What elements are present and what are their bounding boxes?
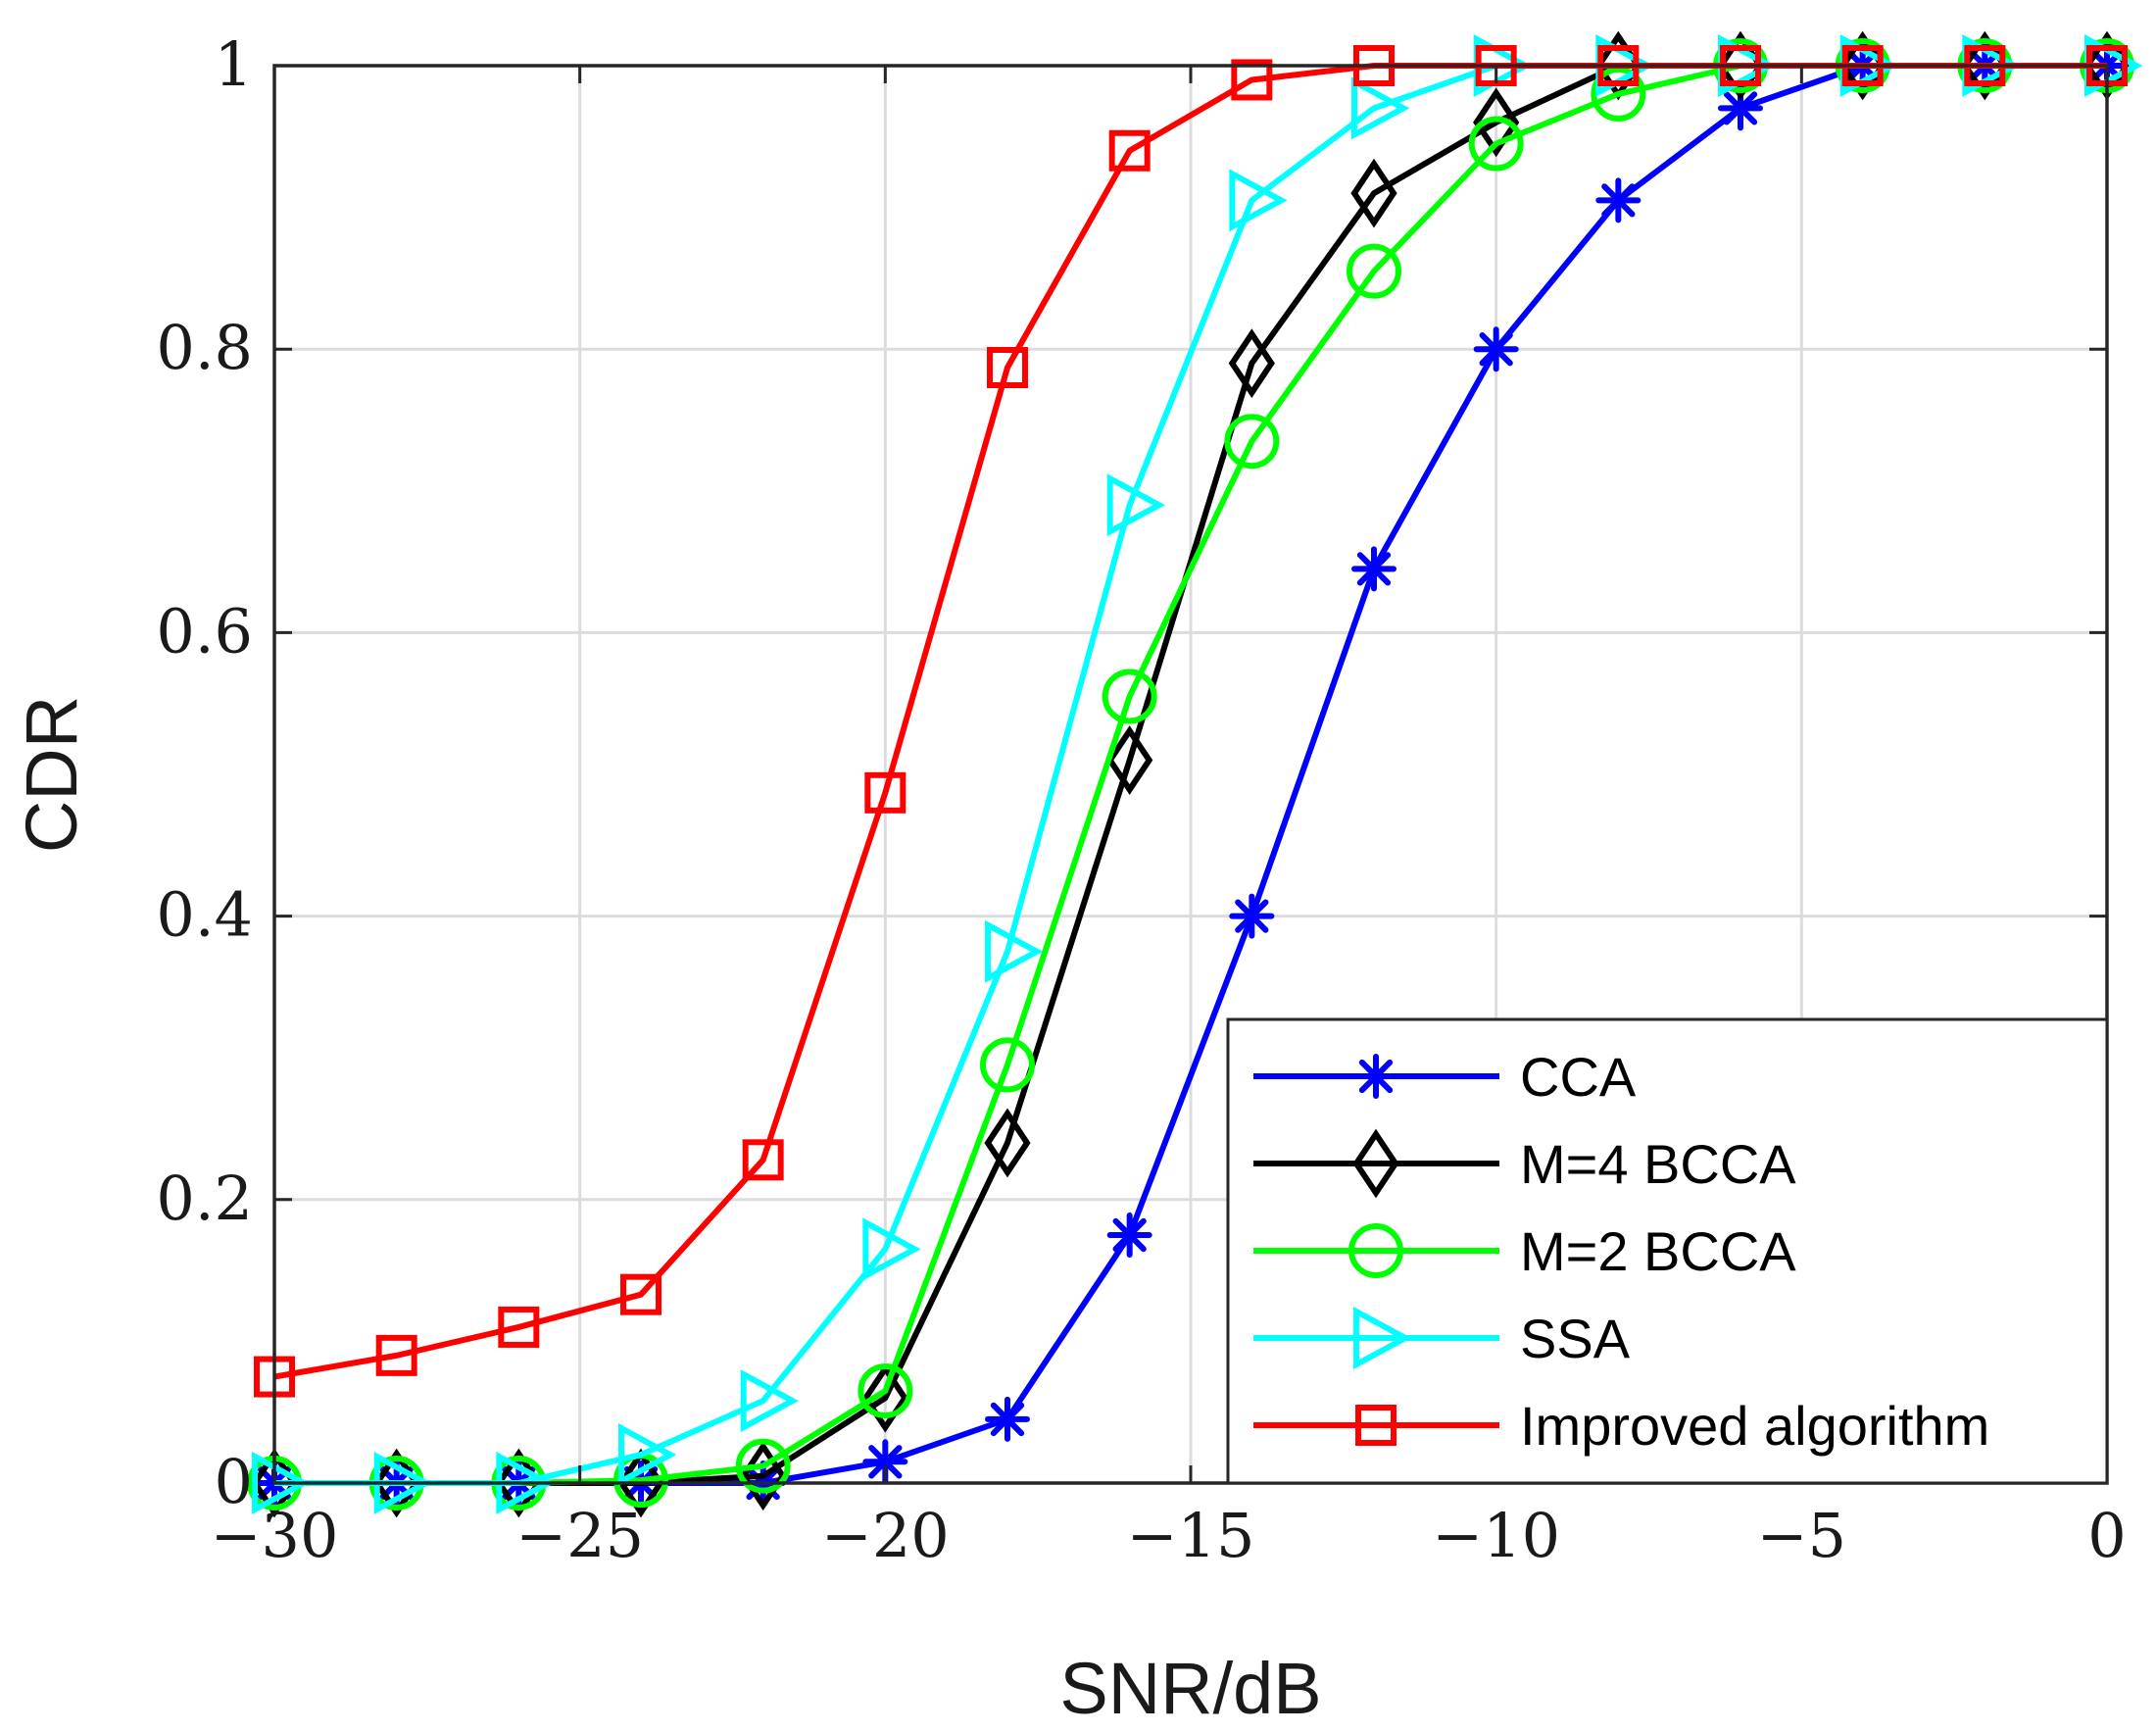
data-point-ssa (618, 1423, 677, 1487)
data-point-m-4-bcca (984, 1108, 1031, 1178)
data-point-m-2-bcca (1224, 414, 1280, 470)
legend-label-improved-algorithm: Improved algorithm (1520, 1395, 1989, 1457)
legend-marker-ssa (1353, 1306, 1412, 1370)
data-point-improved-algorithm (498, 1306, 540, 1348)
data-point-m-2-bcca (858, 1363, 913, 1419)
data-point-m-4-bcca (617, 1448, 664, 1518)
x-tick-label: −25 (515, 1500, 644, 1571)
data-point-ssa (252, 1451, 311, 1515)
legend-label-ssa: SSA (1520, 1308, 1631, 1369)
y-tick-label: 0 (215, 1446, 253, 1517)
data-point-ssa (985, 919, 1044, 983)
legend-item-ssa: SSA (1253, 1306, 1631, 1370)
legend-label-cca: CCA (1520, 1046, 1637, 1108)
data-point-m-2-bcca (1102, 668, 1157, 724)
data-point-ssa (1106, 473, 1165, 537)
data-point-m-2-bcca (980, 1037, 1035, 1093)
legend-marker-cca (1353, 1054, 1398, 1099)
data-point-m-2-bcca (1468, 116, 1524, 172)
data-point-cca (985, 1396, 1030, 1442)
data-point-m-4-bcca (1228, 328, 1275, 399)
data-point-m-4-bcca (1350, 158, 1397, 228)
y-axis-label: CDR (11, 696, 92, 853)
data-point-cca (1351, 546, 1396, 592)
data-point-cca (1106, 1212, 1152, 1258)
data-point-ssa (862, 1217, 921, 1281)
data-point-cca (1473, 326, 1519, 372)
legend-item-m-2-bcca: M=2 BCCA (1253, 1220, 1796, 1282)
data-point-m-4-bcca (861, 1362, 908, 1433)
y-tick-label: 0.2 (156, 1163, 253, 1234)
x-tick-label: −15 (1127, 1500, 1255, 1571)
x-tick-label: −10 (1432, 1500, 1560, 1571)
y-tick-label: 0.8 (156, 312, 253, 383)
legend-marker-m-2-bcca (1348, 1223, 1403, 1278)
x-tick-label: −20 (821, 1500, 950, 1571)
data-point-ssa (1351, 76, 1410, 140)
data-point-m-2-bcca (1347, 243, 1401, 299)
data-point-improved-algorithm (864, 771, 906, 814)
legend-item-improved-algorithm: Improved algorithm (1253, 1395, 1989, 1457)
y-tick-label: 1 (215, 28, 253, 100)
data-point-m-2-bcca (1591, 66, 1646, 122)
legend-label-m-2-bcca: M=2 BCCA (1520, 1220, 1796, 1282)
legend-label-m-4-bcca: M=4 BCCA (1520, 1133, 1796, 1195)
data-point-improved-algorithm (375, 1334, 417, 1376)
axis-ticks: −30 −25 −20 −15 −10 −5 0 0 0.2 0.4 0.6 0.8 1 (156, 28, 2126, 1571)
data-point-ssa (740, 1369, 799, 1433)
data-point-improved-algorithm (742, 1139, 784, 1181)
legend-marker-m-4-bcca (1352, 1128, 1399, 1199)
data-point-improved-algorithm (987, 346, 1028, 388)
data-point-improved-algorithm (1231, 59, 1273, 101)
x-tick-label: 0 (2087, 1500, 2126, 1571)
x-tick-label: −30 (211, 1500, 339, 1571)
data-point-cca (1595, 177, 1642, 223)
y-tick-label: 0.4 (156, 879, 253, 951)
x-tick-label: −5 (1757, 1500, 1846, 1571)
y-tick-label: 0.6 (156, 595, 253, 667)
data-point-improved-algorithm (1108, 129, 1151, 172)
legend-marker-improved-algorithm (1355, 1405, 1396, 1446)
data-point-improved-algorithm (620, 1273, 662, 1315)
x-axis-label: SNR/dB (1059, 1648, 1321, 1729)
data-point-m-4-bcca (1473, 87, 1520, 158)
data-point-ssa (1229, 169, 1288, 232)
legend-item-m-4-bcca: M=4 BCCA (1253, 1128, 1796, 1199)
data-point-m-4-bcca (1106, 725, 1153, 795)
legend-item-cca: CCA (1253, 1046, 1637, 1108)
data-point-m-2-bcca (735, 1438, 791, 1494)
legend: CCA M=4 BCCA M=2 BCCA SSA Improved algorithm (1226, 1017, 2109, 1485)
data-point-cca (1229, 893, 1275, 939)
